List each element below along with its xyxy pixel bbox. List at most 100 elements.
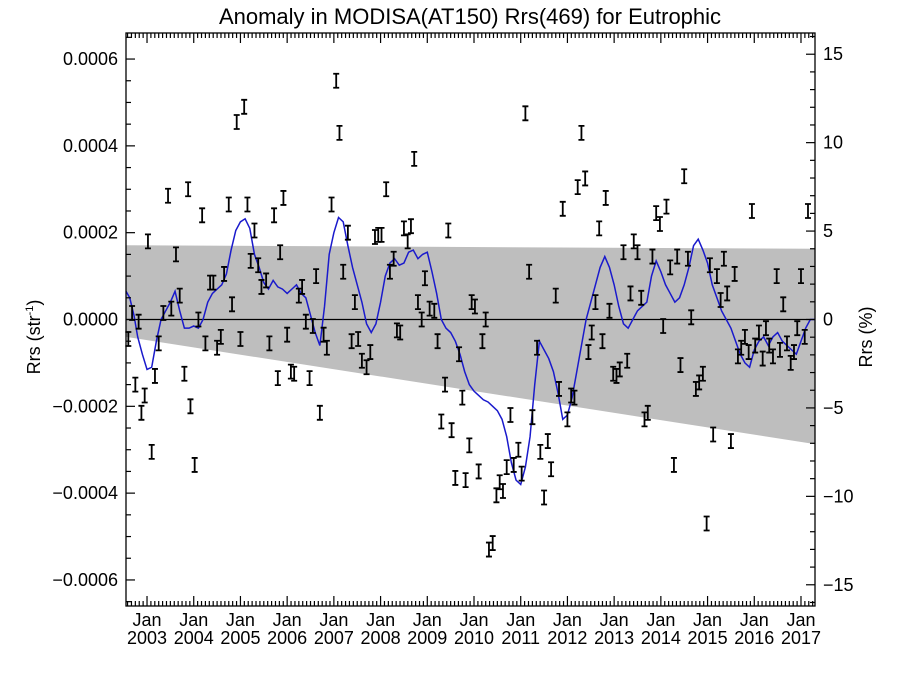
right-tick-label: −15 bbox=[823, 575, 854, 595]
data-point bbox=[255, 257, 262, 274]
data-point bbox=[649, 248, 656, 265]
data-point bbox=[295, 287, 302, 304]
data-point bbox=[386, 263, 393, 280]
x-tick-month: Jan bbox=[740, 610, 769, 630]
data-point bbox=[794, 320, 801, 337]
data-point bbox=[407, 218, 414, 235]
data-point bbox=[656, 216, 663, 232]
data-point bbox=[148, 443, 155, 460]
data-point bbox=[741, 328, 748, 345]
x-tick-month: Jan bbox=[600, 610, 629, 630]
data-point bbox=[263, 272, 270, 289]
data-point bbox=[176, 287, 183, 304]
data-point bbox=[351, 294, 358, 311]
x-tick-year: 2015 bbox=[688, 628, 728, 648]
x-tick-year: 2004 bbox=[174, 628, 214, 648]
x-axis-ticks: Jan2003Jan2004Jan2005Jan2006Jan2007Jan20… bbox=[126, 33, 821, 648]
data-point bbox=[797, 268, 804, 284]
data-point bbox=[434, 333, 441, 350]
data-point bbox=[291, 365, 298, 382]
data-point bbox=[510, 457, 517, 473]
data-point bbox=[606, 302, 613, 319]
left-tick-label: 0.0004 bbox=[63, 136, 118, 156]
x-tick-year: 2009 bbox=[407, 628, 447, 648]
x-tick-year: 2011 bbox=[501, 628, 540, 648]
data-point bbox=[688, 309, 695, 326]
data-point bbox=[400, 220, 407, 237]
right-axis-label: Rrs (%) bbox=[856, 307, 876, 368]
data-point bbox=[333, 72, 340, 89]
data-point bbox=[613, 368, 620, 384]
data-point bbox=[358, 352, 365, 369]
data-point bbox=[790, 344, 797, 360]
data-point bbox=[414, 294, 421, 311]
data-point bbox=[641, 411, 648, 428]
data-point bbox=[397, 324, 404, 341]
data-point bbox=[138, 404, 145, 421]
data-point bbox=[684, 250, 691, 267]
left-tick-label: −0.0004 bbox=[52, 483, 118, 503]
x-tick-year: 2016 bbox=[734, 628, 774, 648]
data-point bbox=[367, 344, 374, 360]
data-point bbox=[309, 318, 316, 334]
data-point bbox=[214, 339, 221, 356]
data-point bbox=[731, 266, 738, 282]
left-tick-label: 0.0006 bbox=[63, 49, 118, 69]
data-point bbox=[564, 411, 571, 428]
data-point bbox=[670, 457, 677, 473]
data-point bbox=[627, 285, 634, 302]
data-point bbox=[225, 196, 232, 213]
x-tick-month: Jan bbox=[693, 610, 722, 630]
data-point bbox=[390, 250, 397, 267]
data-point bbox=[592, 294, 599, 311]
data-point bbox=[582, 170, 589, 187]
data-point bbox=[638, 289, 645, 306]
data-point bbox=[548, 461, 555, 478]
data-point bbox=[233, 114, 240, 130]
data-point bbox=[724, 285, 731, 302]
data-point bbox=[703, 515, 710, 532]
data-point bbox=[421, 270, 428, 287]
axes: 0.0006 0.0004 0.0002 0.0000 −0.0002 −0.0004 −0… bbox=[52, 32, 854, 648]
x-tick-month: Jan bbox=[413, 610, 442, 630]
data-point bbox=[277, 244, 284, 261]
data-point bbox=[644, 404, 651, 421]
x-tick-year: 2010 bbox=[454, 628, 494, 648]
x-tick-month: Jan bbox=[553, 610, 582, 630]
data-point bbox=[340, 263, 347, 280]
data-point bbox=[187, 398, 194, 415]
data-point bbox=[522, 105, 529, 122]
data-point bbox=[280, 190, 287, 206]
data-point bbox=[496, 474, 503, 491]
data-point bbox=[552, 287, 559, 304]
data-point bbox=[556, 381, 563, 397]
data-point bbox=[482, 311, 489, 328]
data-point bbox=[404, 233, 411, 250]
data-point bbox=[217, 328, 224, 345]
data-point bbox=[466, 437, 473, 454]
right-tick-label: 10 bbox=[823, 133, 843, 153]
left-tick-label: −0.0006 bbox=[52, 570, 118, 590]
data-point bbox=[489, 535, 496, 551]
data-point bbox=[459, 389, 466, 406]
data-point bbox=[681, 168, 688, 185]
data-point bbox=[185, 181, 192, 198]
data-point bbox=[258, 279, 265, 295]
x-tick-month: Jan bbox=[133, 610, 162, 630]
data-point bbox=[602, 190, 609, 206]
data-point bbox=[596, 220, 603, 237]
data-point bbox=[537, 443, 544, 460]
data-point bbox=[442, 376, 449, 393]
data-point bbox=[787, 355, 794, 371]
x-tick-month: Jan bbox=[179, 610, 208, 630]
data-point bbox=[251, 222, 258, 239]
data-point bbox=[328, 196, 335, 213]
data-point bbox=[620, 244, 627, 261]
x-tick-month: Jan bbox=[786, 610, 815, 630]
data-point bbox=[541, 489, 548, 506]
data-point bbox=[493, 487, 500, 504]
left-axis-ticks: 0.0006 0.0004 0.0002 0.0000 −0.0002 −0.0004 −0… bbox=[52, 36, 135, 603]
data-point bbox=[630, 233, 637, 250]
data-point bbox=[544, 433, 551, 449]
data-point bbox=[783, 335, 790, 352]
